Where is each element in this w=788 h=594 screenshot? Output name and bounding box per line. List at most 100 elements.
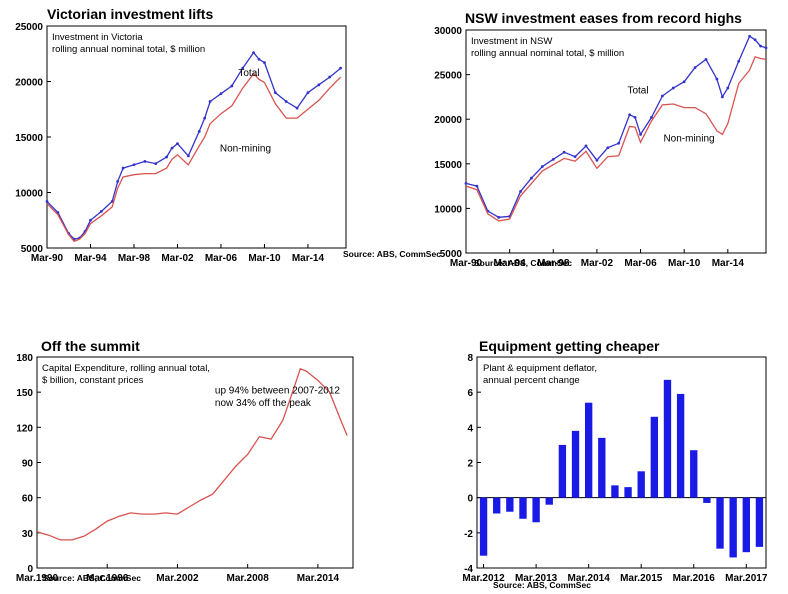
x-tick-label: Mar-94 [74,253,107,264]
x-tick-label: Mar-98 [118,253,151,264]
bar [742,497,750,553]
data-point [748,34,752,38]
x-tick-label: Mar.2013 [515,573,558,584]
data-point [154,162,158,166]
non-mining-series-line [46,72,342,243]
data-point [45,199,49,203]
data-point [186,154,190,158]
data-point [273,91,277,94]
data-point [475,184,479,188]
bar [663,379,672,498]
bar [624,487,632,498]
y-tick-label: 30000 [434,26,462,37]
y-tick-label: 0 [27,564,33,575]
bar [558,444,567,498]
bar [532,497,540,523]
data-point [306,91,310,94]
y-tick-label: 120 [16,423,33,434]
chart-annotation: up 94% between 2007-2012 [215,385,341,396]
x-tick-label: Mar-02 [581,258,614,269]
data-point [208,100,212,103]
x-tick-label: Mar-90 [31,253,64,264]
data-point [121,166,125,170]
x-tick-label: Mar.2017 [725,573,768,584]
bar [650,416,659,498]
y-tick-label: 150 [16,388,33,399]
chart-subtitle: Capital Expenditure, rolling annual tota… [42,363,210,374]
y-tick-label: -2 [464,529,473,540]
data-point [764,46,768,50]
source-label: Source: ABS, CommSec [343,249,441,259]
data-point [540,165,544,168]
data-point [339,66,342,70]
data-point [252,51,255,55]
data-point [99,209,103,213]
total-series-line [46,51,342,240]
data-point [573,155,577,159]
bar [571,430,580,498]
y-tick-label: 5000 [440,249,463,260]
capex-panel: Off the summit 0 30 60 90 120 150 180 Capital E… [0,330,394,594]
data-point [203,116,207,120]
data-point [497,215,501,219]
source-label: Source: ABS, CommSec [474,258,572,268]
bar [755,497,764,547]
total-series-line [465,35,767,218]
chart-subtitle: Investment in NSW [471,36,552,47]
data-point [464,182,468,185]
x-tick-label: Mar.2015 [620,573,663,584]
y-tick-label: 5000 [21,244,44,255]
x-tick-label: Mar.1996 [86,573,129,584]
y-tick-label: 15000 [434,160,462,171]
y-tick-label: 6 [467,388,473,399]
data-point [606,146,610,150]
bar [598,437,606,498]
y-tick-label: -4 [464,564,473,575]
victoria-chart: 5000 10000 15000 20000 25000 Investment in Vi… [15,22,441,264]
data-point [89,218,92,222]
bar [493,497,501,514]
bar [637,471,645,498]
bar [703,497,711,503]
capex-series-line [36,367,348,541]
data-point [584,144,588,148]
data-point [263,61,266,65]
bar [676,393,685,498]
x-tick-label: Mar-10 [248,253,281,264]
source-label: Source: ABS, CommSec [493,580,591,590]
x-tick-label: Mar.2014 [568,573,611,584]
chart-subtitle: Plant & equipment deflator, [483,363,597,374]
data-point [726,86,730,90]
x-tick-label: Mar-98 [537,258,570,269]
x-tick-label: Mar-10 [668,258,701,269]
data-point [639,132,642,136]
x-tick-label: Mar-14 [292,253,325,264]
data-point [693,66,697,69]
data-point [284,100,288,103]
y-tick-label: 10000 [15,189,43,200]
y-tick-label: 10000 [434,204,462,215]
bar [584,402,593,498]
x-tick-label: Mar-06 [205,253,238,264]
data-point [737,59,741,63]
bar [611,485,619,498]
y-tick-label: 8 [467,353,473,364]
x-tick-label: Mar.2002 [156,573,199,584]
data-point [682,80,686,84]
y-tick-label: 60 [22,494,34,505]
data-point [671,86,675,90]
x-tick-label: Mar.2008 [227,573,270,584]
data-point [230,84,234,88]
data-point [197,130,201,133]
chart-subtitle: rolling annual nominal total, $ million [471,48,624,59]
y-tick-label: 15000 [15,133,43,144]
data-point [628,113,632,117]
data-point [715,77,719,81]
x-tick-label: Mar-14 [712,258,745,269]
chart-subtitle: Investment in Victoria [52,32,143,43]
x-tick-label: Mar-94 [494,258,527,269]
capex-chart: 0 30 60 90 120 150 180 Capital Expenditure, rol… [16,353,354,584]
x-tick-label: Mar.2012 [462,573,505,584]
chart-subtitle: annual percent change [483,375,580,386]
nsw-chart: 5000 10000 15000 20000 25000 30000 Investment … [434,26,768,269]
